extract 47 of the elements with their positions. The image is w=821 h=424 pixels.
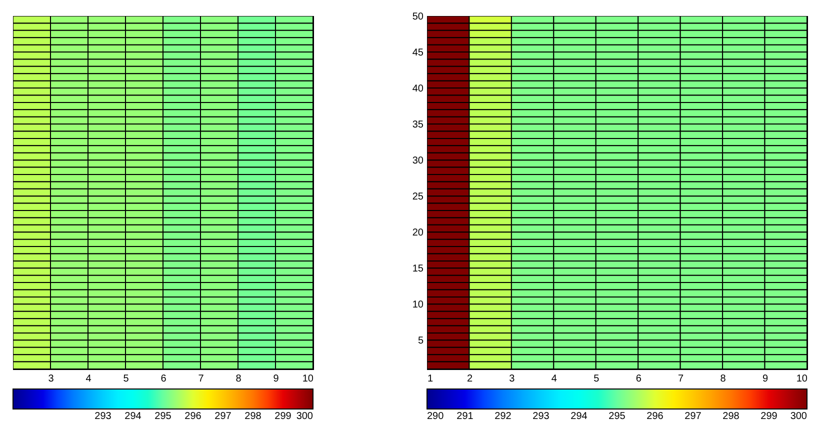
y-tick-label: 5 [418,336,424,347]
y-tick-label: 25 [412,192,424,203]
y-tick-label: 35 [412,120,424,131]
x-tick-label: 4 [86,374,92,384]
color-bar-label: 299 [274,411,292,422]
y-tick-label: 15 [412,264,424,275]
color-bar-label: 293 [532,411,550,422]
x-tick-label: 10 [796,374,808,384]
color-bar-label: 291 [456,411,474,422]
color-bar-label: 297 [684,411,702,422]
color-bar-label: 294 [124,411,142,422]
x-tick-label: 9 [762,374,768,384]
color-bar-label: 296 [184,411,202,422]
x-tick-label: 5 [123,374,130,384]
x-tick-label: 3 [48,374,54,384]
x-tick-label: 1 [428,374,434,384]
x-tick-label: 4 [551,374,558,384]
x-tick-label: 8 [236,374,242,384]
x-tick-label: 10 [302,374,314,384]
color-bar-label: 300 [790,411,808,422]
color-bar-label: 296 [646,411,664,422]
y-tick-label: 40 [412,84,424,95]
x-tick-label: 6 [160,374,167,384]
x-tick-label: 8 [720,374,726,384]
color-bar-label: 295 [608,411,626,422]
color-bar-label: 295 [154,411,172,422]
color-bar-label: 297 [214,411,232,422]
y-tick-label: 45 [412,48,424,59]
x-tick-label: 6 [636,374,642,384]
x-tick-label: 5 [594,374,600,384]
color-bar-label: 290 [427,411,444,422]
y-tick-label: 30 [412,156,424,167]
x-tick-label: 9 [273,374,280,384]
color-bar-label: 294 [570,411,588,422]
color-bar-label: 299 [760,411,778,422]
y-tick-label: 20 [412,228,424,239]
color-bar-label: 298 [722,411,740,422]
x-tick-label: 7 [678,374,684,384]
y-tick-label: 50 [412,12,424,22]
x-tick-label: 3 [509,374,516,384]
x-tick-label: 7 [198,374,204,384]
y-tick-label: 10 [412,300,424,311]
color-bar-label: 293 [94,411,112,422]
color-bar-label: 298 [244,411,262,422]
color-bar-label: 292 [494,411,512,422]
x-tick-label: 2 [466,374,473,384]
color-bar-label: 300 [296,411,314,422]
